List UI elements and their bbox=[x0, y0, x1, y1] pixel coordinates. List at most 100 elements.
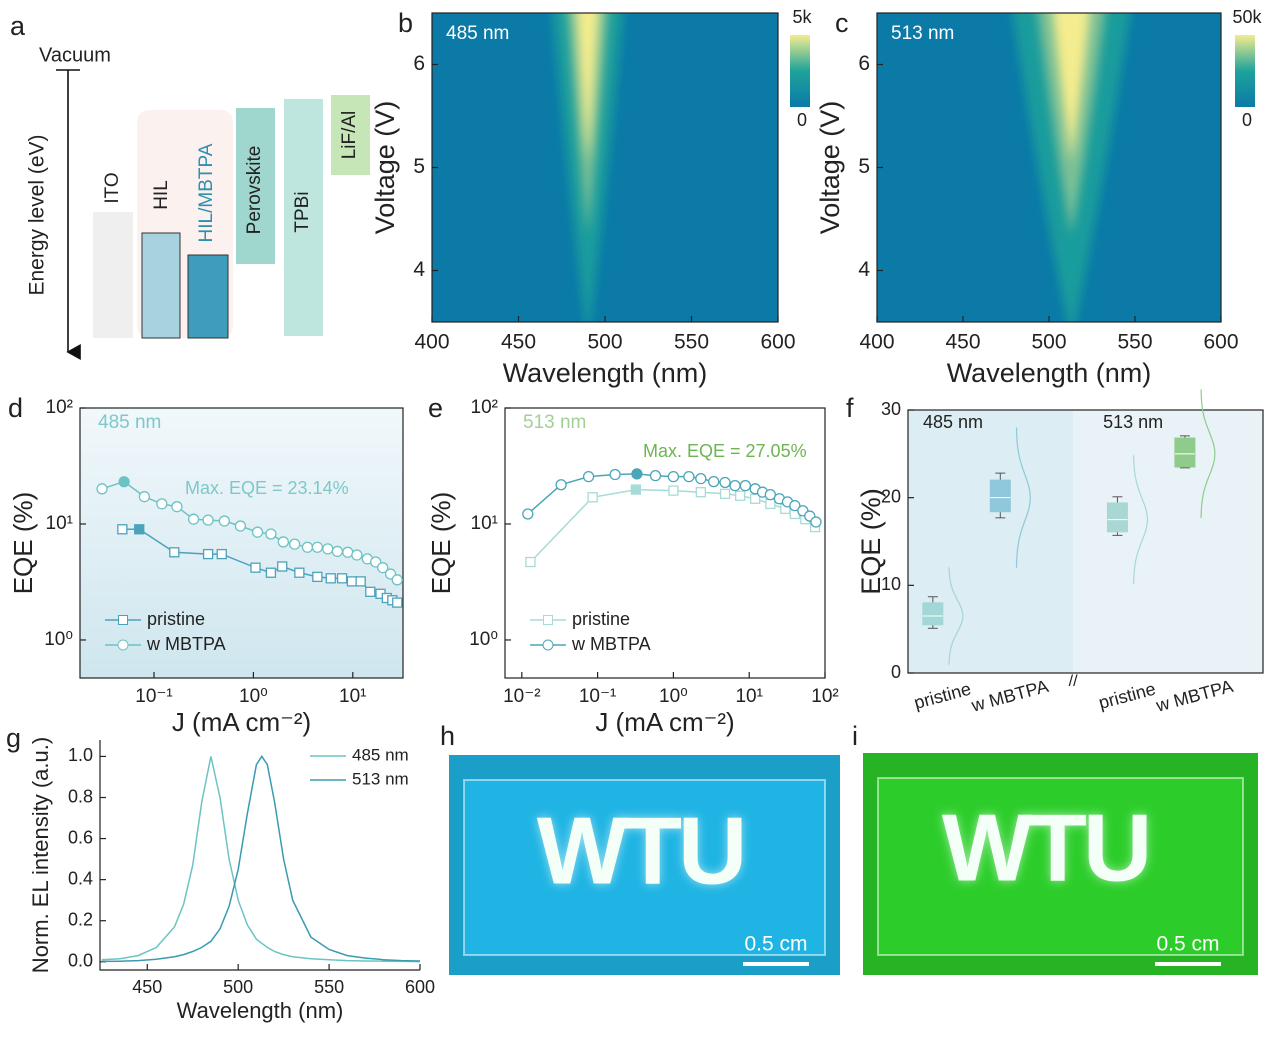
marker bbox=[582, 470, 595, 483]
legend-marker bbox=[543, 615, 553, 625]
marker bbox=[683, 470, 695, 483]
x-tick-label: 10⁰ bbox=[239, 686, 268, 707]
x-tick-label: 500 bbox=[223, 977, 253, 997]
x-tick-label: 400 bbox=[414, 331, 449, 354]
marker bbox=[301, 541, 314, 553]
x-tick-label: 550 bbox=[674, 331, 709, 354]
x-tick-label: w MBTPA bbox=[968, 676, 1050, 716]
marker bbox=[187, 513, 200, 525]
emission-band bbox=[576, 13, 599, 162]
marker bbox=[365, 586, 376, 597]
marker bbox=[265, 567, 277, 578]
y-tick-label: 0.4 bbox=[68, 868, 93, 888]
marker bbox=[234, 520, 247, 532]
y-tick-label: 6 bbox=[413, 52, 425, 75]
heatmap-plume bbox=[1012, 13, 1131, 322]
x-tick-label: 550 bbox=[1117, 331, 1152, 354]
legend-label: w MBTPA bbox=[571, 634, 651, 654]
marker bbox=[277, 536, 289, 548]
marker bbox=[735, 490, 746, 501]
x-tick-label: 600 bbox=[405, 977, 435, 997]
y-tick-label: 30 bbox=[881, 399, 901, 419]
box bbox=[989, 479, 1011, 513]
marker bbox=[355, 576, 366, 587]
marker bbox=[322, 543, 334, 555]
layer-tpbi bbox=[284, 99, 323, 336]
x-tick-label: 450 bbox=[945, 331, 980, 354]
distribution-curve bbox=[948, 567, 964, 665]
marker bbox=[117, 524, 128, 535]
x-axis-label: J (mA cm⁻²) bbox=[172, 707, 311, 737]
panel-label: i bbox=[852, 721, 858, 751]
layer-label: TPBi bbox=[292, 191, 313, 232]
y-tick-label: 4 bbox=[858, 258, 870, 281]
x-tick-label: 10⁻¹ bbox=[579, 686, 617, 707]
x-tick-label: 450 bbox=[132, 977, 162, 997]
y-axis-label: EQE (%) bbox=[856, 488, 886, 595]
marker bbox=[156, 498, 168, 510]
marker bbox=[719, 488, 731, 499]
layer-ito bbox=[93, 212, 133, 338]
plot-frame bbox=[431, 12, 779, 323]
distribution-curve bbox=[1200, 389, 1216, 519]
y-axis-label: EQE (%) bbox=[426, 492, 456, 595]
panel-label: f bbox=[846, 393, 854, 423]
x-axis-label: Wavelength (nm) bbox=[503, 358, 708, 388]
marker bbox=[668, 485, 679, 496]
y-axis-label: Voltage (V) bbox=[370, 101, 400, 235]
panel-label: g bbox=[6, 723, 21, 753]
layer-label: HIL/MBTPA bbox=[196, 143, 217, 242]
layer-hil-mbtpa bbox=[187, 254, 229, 339]
marker bbox=[277, 561, 288, 572]
y-tick-label: 10² bbox=[46, 397, 73, 418]
marker bbox=[218, 515, 230, 527]
y-tick-label: 0 bbox=[891, 662, 901, 682]
y-tick-label: 10⁰ bbox=[44, 629, 73, 650]
y-tick-label: 0.8 bbox=[68, 786, 93, 806]
device-sign: WTU bbox=[942, 794, 1149, 901]
panel-label: d bbox=[8, 393, 23, 423]
distribution-curve bbox=[1015, 427, 1031, 568]
marker bbox=[202, 514, 214, 526]
marker bbox=[667, 470, 680, 483]
x-tick-label: 550 bbox=[314, 977, 344, 997]
marker bbox=[96, 483, 108, 495]
scale-bar-label: 0.5 cm bbox=[1156, 933, 1219, 956]
y-tick-label: 0.0 bbox=[68, 951, 93, 971]
marker bbox=[522, 508, 534, 520]
vacuum-label: Vacuum bbox=[39, 44, 111, 66]
x-axis-label: J (mA cm⁻²) bbox=[595, 707, 734, 737]
distribution-curve bbox=[1133, 455, 1149, 584]
marker bbox=[336, 573, 348, 584]
x-tick-label: 10⁰ bbox=[659, 686, 688, 707]
x-tick-label: w MBTPA bbox=[1153, 676, 1235, 716]
legend-label: 513 nm bbox=[352, 769, 409, 788]
marker bbox=[377, 562, 389, 574]
colorbar bbox=[1235, 35, 1255, 107]
scale-bar-label: 0.5 cm bbox=[744, 933, 807, 956]
panel-label: e bbox=[428, 393, 443, 423]
x-tick-label: 500 bbox=[587, 331, 622, 354]
panel-label: a bbox=[10, 11, 26, 41]
legend-label: pristine bbox=[147, 609, 205, 629]
heatmap-plume bbox=[552, 13, 624, 322]
panel-label: c bbox=[835, 8, 849, 38]
x-tick-label: 10⁻² bbox=[503, 686, 541, 707]
marker bbox=[739, 480, 752, 492]
marker bbox=[525, 556, 536, 568]
colorbar-label: 0 bbox=[1242, 110, 1252, 130]
group-label: 485 nm bbox=[923, 412, 983, 432]
y-tick-label: 5 bbox=[858, 155, 870, 178]
marker bbox=[346, 576, 358, 587]
y-tick-label: 10¹ bbox=[471, 513, 498, 534]
marker bbox=[765, 498, 776, 510]
box bbox=[1106, 502, 1128, 533]
y-tick-label: 10² bbox=[471, 397, 498, 418]
legend-marker bbox=[117, 639, 129, 651]
marker bbox=[609, 468, 621, 481]
marker bbox=[391, 574, 403, 586]
plot-frame bbox=[79, 407, 404, 679]
marker bbox=[719, 476, 731, 489]
marker bbox=[202, 548, 214, 560]
marker bbox=[331, 545, 344, 558]
